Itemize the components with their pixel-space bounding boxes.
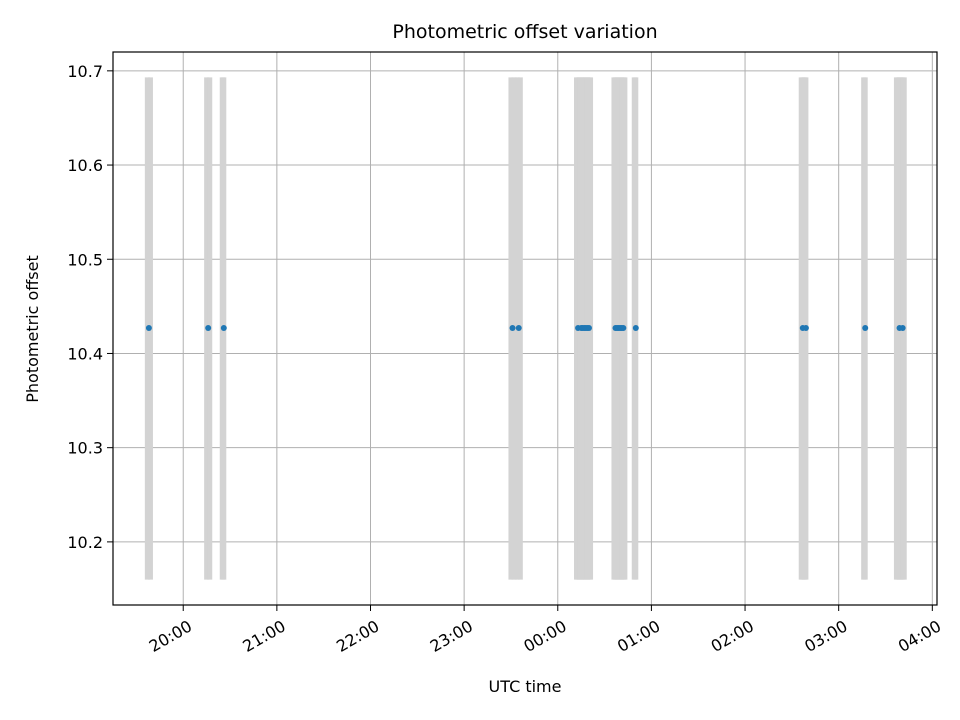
y-tick-label: 10.7 bbox=[67, 62, 103, 81]
x-axis-label: UTC time bbox=[489, 677, 562, 696]
y-tick-label: 10.4 bbox=[67, 344, 103, 363]
y-tick-label: 10.6 bbox=[67, 156, 103, 175]
data-points bbox=[145, 325, 906, 332]
y-axis-label: Photometric offset bbox=[23, 255, 42, 403]
data-point bbox=[585, 325, 592, 332]
data-point bbox=[220, 325, 227, 332]
data-point bbox=[145, 325, 152, 332]
data-point bbox=[802, 325, 809, 332]
plot-frame bbox=[112, 51, 938, 606]
data-point bbox=[862, 325, 869, 332]
chart-title: Photometric offset variation bbox=[392, 21, 657, 43]
data-point bbox=[620, 325, 627, 332]
data-point bbox=[509, 325, 516, 332]
data-point bbox=[632, 325, 639, 332]
y-tick-label: 10.3 bbox=[67, 439, 103, 458]
data-point bbox=[899, 325, 906, 332]
data-point bbox=[205, 325, 212, 332]
y-tick-label: 10.2 bbox=[67, 533, 103, 552]
y-tick-label: 10.5 bbox=[67, 250, 103, 269]
y-axis: 10.2 10.3 10.4 10.5 10.6 10.7 bbox=[67, 62, 113, 552]
data-point bbox=[515, 325, 522, 332]
